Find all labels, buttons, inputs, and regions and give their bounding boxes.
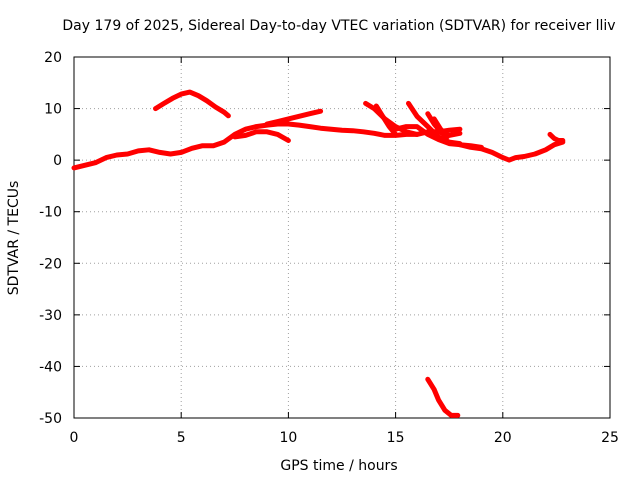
x-tick-label: 0 bbox=[70, 430, 79, 446]
y-tick-label: -50 bbox=[39, 411, 62, 427]
x-axis-label: GPS time / hours bbox=[280, 458, 397, 474]
series-line-lower-branch bbox=[232, 129, 291, 143]
series-line-spike-a bbox=[363, 100, 420, 137]
series-line-spike-b bbox=[373, 103, 399, 137]
tick-layer: -50 -40 -30 -20 -10 0 10 20 0 5 10 15 20 25 bbox=[39, 50, 619, 446]
x-tick-label: 10 bbox=[279, 430, 297, 446]
series-line-late-upper bbox=[436, 126, 463, 135]
y-tick-label: 10 bbox=[44, 102, 62, 118]
y-axis-label: SDTVAR / TECUs bbox=[6, 181, 22, 296]
y-tick-label: -40 bbox=[39, 359, 62, 375]
series-line-evening-arc bbox=[153, 89, 231, 119]
x-tick-label: 15 bbox=[387, 430, 405, 446]
series-line-low-excursion bbox=[425, 376, 461, 418]
x-tick-label: 5 bbox=[177, 430, 186, 446]
series-line-tail bbox=[457, 139, 566, 163]
grid-layer bbox=[74, 57, 610, 418]
y-tick-label: -10 bbox=[39, 205, 62, 221]
y-tick-label: 0 bbox=[53, 153, 62, 169]
series-layer bbox=[71, 89, 566, 418]
x-tick-label: 25 bbox=[601, 430, 619, 446]
x-tick-label: 20 bbox=[494, 430, 512, 446]
series-line-tail-spike bbox=[547, 131, 566, 143]
chart-title: Day 179 of 2025, Sidereal Day-to-day VTE… bbox=[62, 18, 615, 34]
y-tick-label: -20 bbox=[39, 256, 62, 272]
series-line-upper-branch bbox=[264, 108, 324, 127]
y-tick-label: -30 bbox=[39, 308, 62, 324]
plot-frame bbox=[73, 56, 611, 419]
y-tick-label: 20 bbox=[44, 50, 62, 66]
